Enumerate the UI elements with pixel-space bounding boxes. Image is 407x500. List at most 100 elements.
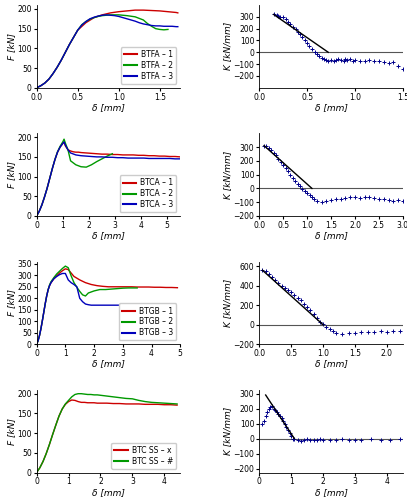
Point <box>352 56 358 64</box>
Point <box>289 23 296 31</box>
Point <box>326 436 333 444</box>
Point <box>344 56 351 64</box>
Point <box>304 39 311 47</box>
Point <box>339 330 346 338</box>
Point <box>384 328 390 336</box>
Point <box>387 436 394 444</box>
Point <box>304 436 311 444</box>
Point <box>357 194 363 202</box>
Point <box>371 194 377 202</box>
Point <box>358 436 365 444</box>
Y-axis label: F [kN]: F [kN] <box>7 290 16 316</box>
Point <box>333 328 339 336</box>
Point <box>340 56 347 64</box>
Point <box>291 436 298 444</box>
Y-axis label: F [kN]: F [kN] <box>7 33 16 60</box>
Point <box>289 174 296 182</box>
Point <box>368 436 374 444</box>
Point <box>350 56 357 64</box>
Point <box>395 196 401 204</box>
Point <box>381 58 387 66</box>
Point <box>261 142 267 150</box>
Point <box>335 56 341 64</box>
Point <box>326 324 333 332</box>
Point <box>278 158 284 166</box>
Point <box>296 30 303 38</box>
Legend: BTFA – 1, BTFA – 2, BTFA – 3: BTFA – 1, BTFA – 2, BTFA – 3 <box>120 47 177 84</box>
Point <box>268 146 274 154</box>
Point <box>289 434 296 442</box>
Point <box>287 428 293 436</box>
Point <box>275 12 282 20</box>
Point <box>301 300 307 308</box>
Point <box>310 436 317 444</box>
Point <box>275 410 282 418</box>
Point <box>396 436 403 444</box>
Point <box>325 56 331 64</box>
Point <box>266 270 272 278</box>
Point <box>278 414 285 422</box>
Point <box>342 56 349 64</box>
Point <box>288 432 294 440</box>
Point <box>298 437 304 445</box>
Point <box>390 58 396 66</box>
Point <box>366 56 373 64</box>
Y-axis label: F [kN]: F [kN] <box>7 161 16 188</box>
Point <box>264 408 271 416</box>
X-axis label: δ [mm]: δ [mm] <box>315 103 348 112</box>
Point <box>323 322 330 330</box>
Point <box>318 198 325 205</box>
X-axis label: δ [mm]: δ [mm] <box>92 360 125 368</box>
Point <box>352 328 358 336</box>
Point <box>302 36 309 44</box>
Point <box>273 11 280 19</box>
Point <box>377 436 384 444</box>
Point <box>266 144 272 152</box>
Point <box>323 197 330 205</box>
Point <box>366 194 373 202</box>
Point <box>361 57 368 65</box>
Point <box>400 65 406 73</box>
Legend: BTC SS – x, BTC SS – #: BTC SS – x, BTC SS – # <box>112 442 177 468</box>
Y-axis label: K [kN/mm]: K [kN/mm] <box>223 22 232 70</box>
Point <box>267 403 274 411</box>
Point <box>294 436 301 444</box>
Point <box>292 177 298 185</box>
Point <box>339 436 346 444</box>
Point <box>312 48 318 56</box>
Point <box>275 155 282 163</box>
Point <box>333 436 339 444</box>
Point <box>385 59 392 67</box>
Point <box>261 416 267 424</box>
Point <box>259 420 266 428</box>
Point <box>371 57 377 65</box>
Point <box>390 197 396 205</box>
Point <box>329 326 336 334</box>
Point <box>259 266 266 274</box>
Point <box>299 185 306 193</box>
Point <box>287 20 293 28</box>
Point <box>395 62 401 70</box>
Point <box>277 14 284 22</box>
Point <box>280 161 287 169</box>
Point <box>288 288 294 296</box>
Point <box>400 197 406 205</box>
Point <box>318 54 325 62</box>
Point <box>304 189 311 197</box>
Point <box>298 296 304 304</box>
Point <box>320 436 326 444</box>
Point <box>328 56 335 64</box>
Point <box>275 279 282 287</box>
Point <box>381 196 387 203</box>
Point <box>270 404 277 412</box>
Point <box>285 167 291 175</box>
Point <box>357 56 363 64</box>
Point <box>285 286 291 294</box>
Point <box>347 192 354 200</box>
Point <box>313 436 320 444</box>
Point <box>270 10 277 18</box>
Y-axis label: K [kN/mm]: K [kN/mm] <box>223 407 232 456</box>
Point <box>297 182 303 190</box>
Point <box>358 328 365 336</box>
Point <box>306 42 312 50</box>
